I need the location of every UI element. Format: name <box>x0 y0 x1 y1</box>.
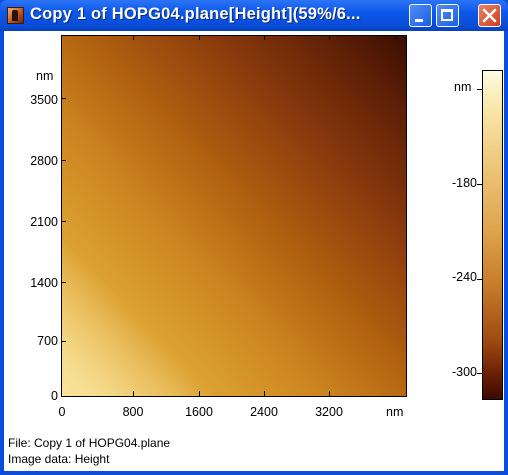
height-map-image[interactable] <box>62 36 406 396</box>
file-info: File: Copy 1 of HOPG04.plane <box>8 436 171 450</box>
y-tick-label: 3500 <box>30 93 58 107</box>
x-tick <box>199 391 200 396</box>
x-tick-label: 3200 <box>315 405 343 419</box>
close-icon <box>482 8 497 23</box>
colorbar-tick-label: -240 <box>451 270 477 284</box>
x-tick-label: 800 <box>122 405 144 419</box>
colorbar-unit: nm <box>454 80 472 94</box>
colorbar-tick <box>477 184 482 185</box>
y-tick <box>61 221 66 222</box>
x-tick <box>264 36 265 40</box>
y-tick <box>61 98 66 99</box>
color-scale-bar <box>482 70 503 400</box>
y-tick-label: 0 <box>51 389 58 403</box>
y-tick <box>61 341 66 342</box>
y-tick-label: 2800 <box>30 154 58 168</box>
colorbar-tick <box>477 373 482 374</box>
maximize-button[interactable] <box>436 4 459 27</box>
y-tick-label: 1400 <box>30 276 58 290</box>
x-tick-label: 1600 <box>185 405 213 419</box>
colorbar-tick-label: -180 <box>451 176 477 190</box>
app-icon[interactable] <box>7 7 24 24</box>
window-title: Copy 1 of HOPG04.plane[Height](59%/6... <box>30 5 361 23</box>
x-tick <box>264 391 265 396</box>
y-tick-label: 2100 <box>30 215 58 229</box>
x-tick <box>199 36 200 40</box>
window-border-bottom <box>0 471 508 475</box>
y-tick-label: 700 <box>37 334 58 348</box>
window-border-left <box>0 31 4 475</box>
y-tick <box>61 282 66 283</box>
image-data-info: Image data: Height <box>8 452 110 466</box>
y-tick <box>61 160 66 161</box>
x-tick <box>133 391 134 396</box>
window-border-right <box>504 31 508 475</box>
y-axis-unit: nm <box>36 69 54 83</box>
image-frame <box>61 35 407 397</box>
x-axis-unit: nm <box>386 405 404 419</box>
x-tick <box>133 36 134 40</box>
x-tick <box>395 36 396 40</box>
x-tick <box>329 36 330 40</box>
minimize-button[interactable] <box>409 4 432 27</box>
colorbar-tick-label: -300 <box>451 365 477 379</box>
close-button[interactable] <box>478 4 501 27</box>
colorbar-tick <box>477 279 482 280</box>
x-tick-label: 2400 <box>250 405 278 419</box>
title-bar[interactable]: Copy 1 of HOPG04.plane[Height](59%/6... <box>0 0 508 31</box>
x-tick <box>329 391 330 396</box>
x-tick-label: 0 <box>58 405 66 419</box>
colorbar-tick <box>477 89 482 90</box>
